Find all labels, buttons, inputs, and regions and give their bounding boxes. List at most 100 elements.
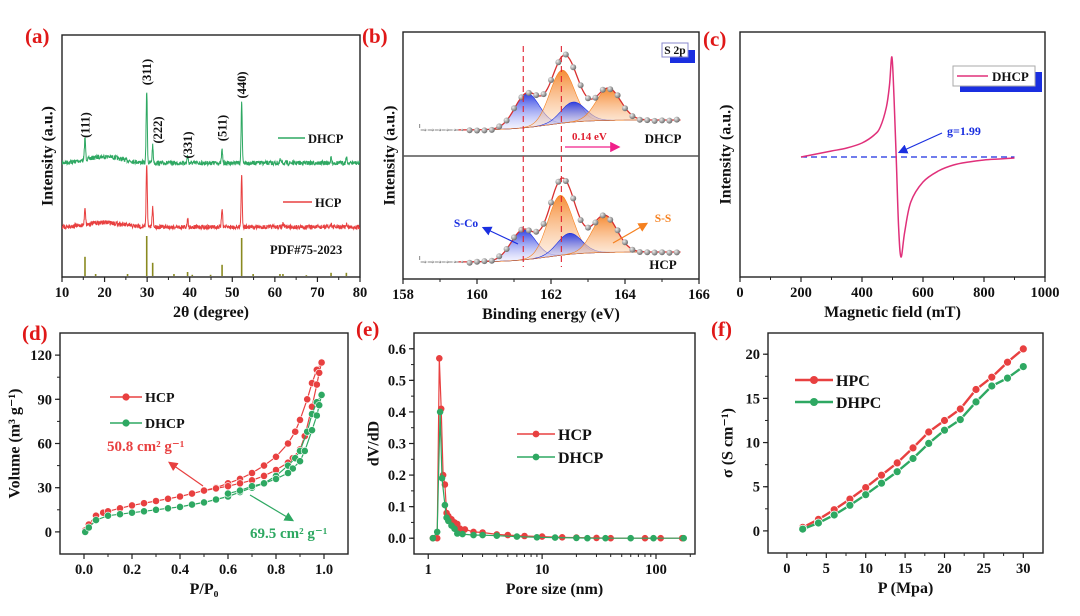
- y-axis-title: σ (S cm⁻¹): [720, 408, 737, 478]
- xps-data-point: [673, 116, 680, 123]
- y-tick-label: 0.5: [388, 373, 406, 389]
- xps-data-point: [424, 128, 427, 132]
- psd-point: [513, 533, 521, 540]
- xps-data-point: [666, 117, 673, 124]
- fit-envelope: [458, 177, 681, 263]
- isotherm-point: [303, 395, 312, 404]
- reference-label: PDF#75-2023: [270, 243, 342, 257]
- sample-label-hcp: HCP: [649, 257, 677, 272]
- shift-annotation: 0.14 eV: [572, 131, 607, 143]
- y-axis-title: Volume (m³ g⁻¹): [7, 389, 24, 499]
- xps-data-point: [548, 77, 554, 83]
- x-tick-label: 30: [140, 285, 155, 301]
- psd-point: [441, 501, 449, 509]
- y-axis-title: Intensity (a.u.): [40, 106, 57, 206]
- isotherm-point: [312, 411, 321, 420]
- panel-label: (e): [356, 317, 379, 341]
- xps-data-point: [644, 117, 651, 124]
- x-tick-label: 166: [688, 287, 710, 303]
- s-co-arrow-icon: [481, 226, 519, 245]
- conductivity-point: [877, 470, 886, 480]
- xps-data-point: [446, 128, 449, 132]
- psd-point: [470, 531, 477, 539]
- xps-data-point: [629, 113, 636, 120]
- isotherm-point: [212, 495, 220, 504]
- xps-data-point: [555, 178, 562, 185]
- peak-label: (331): [181, 131, 195, 158]
- surface-area-dhcp: 69.5 cm² g⁻¹: [250, 526, 327, 542]
- x-axis-title: P/P₀: [190, 581, 219, 598]
- psd-point: [493, 532, 501, 539]
- isotherm-point: [248, 482, 256, 491]
- conductivity-point: [877, 478, 886, 488]
- legend-label-dhcp: DHCP: [558, 450, 604, 467]
- psd-point: [504, 531, 512, 539]
- legend-marker: [122, 393, 130, 401]
- xps-data-point: [540, 91, 547, 98]
- isotherm-point: [248, 469, 256, 477]
- x-tick-label: 5: [823, 561, 830, 577]
- isotherm-point: [176, 492, 184, 501]
- xps-data-point: [592, 219, 599, 226]
- x-tick-label: 40: [182, 285, 197, 301]
- s-s-arrow-icon: [612, 222, 649, 244]
- isotherm-point: [312, 380, 321, 389]
- x-tick-label: 0.8: [267, 562, 285, 578]
- y-tick-label: 0.6: [388, 342, 406, 358]
- xps-data-point: [644, 249, 651, 256]
- epr-line-dhcp: [800, 56, 1015, 258]
- xps-data-point: [438, 260, 442, 264]
- xps-data-point: [424, 260, 427, 264]
- x-tick-label: 10: [55, 285, 70, 301]
- isotherm-point: [188, 500, 196, 509]
- xps-data-point: [503, 246, 510, 252]
- conductivity-point: [987, 381, 997, 391]
- conductivity-point: [987, 372, 997, 382]
- isotherm-point: [291, 427, 300, 436]
- isotherm-point: [272, 452, 280, 461]
- isotherm-point: [296, 415, 304, 424]
- psd-point: [454, 530, 461, 537]
- conductivity-point: [1018, 344, 1028, 354]
- isotherm-point: [260, 461, 268, 470]
- x-tick-label: 400: [851, 285, 873, 301]
- legend-box: [952, 65, 1036, 87]
- x-tick-label: 15: [898, 561, 913, 577]
- legend-label-hcp: HCP: [315, 196, 342, 210]
- xps-data-point: [511, 105, 517, 112]
- annotation-arrow-dhcp-icon: [249, 494, 295, 522]
- psd-point: [533, 534, 541, 541]
- legend-label-hpc: HPC: [836, 373, 870, 390]
- psd-point: [459, 530, 466, 538]
- y-tick-label: 5: [753, 480, 760, 496]
- x-tick-label: 10: [535, 562, 550, 578]
- conductivity-point: [908, 443, 918, 453]
- psd-point: [451, 525, 458, 532]
- component-label-s-co: S-Co: [454, 218, 479, 230]
- xps-data-point: [431, 260, 434, 264]
- conductivity-point: [1003, 357, 1012, 367]
- psd-point: [521, 532, 528, 540]
- x-tick-label: 158: [392, 287, 414, 303]
- conductivity-point: [861, 490, 871, 500]
- psd-point: [479, 531, 486, 539]
- xps-data-point: [659, 117, 665, 124]
- x-tick-label: 20: [937, 561, 952, 577]
- isotherm-point: [84, 523, 93, 532]
- x-tick-label: 70: [310, 285, 325, 301]
- y-axis-title: dV/dD: [366, 421, 383, 466]
- xps-data-point: [466, 127, 473, 134]
- isotherm-point: [152, 497, 160, 505]
- isotherm-point: [116, 510, 124, 519]
- xps-data-point: [607, 216, 614, 223]
- y-tick-label: 120: [30, 348, 52, 364]
- fit-envelope: [458, 54, 681, 131]
- conductivity-point: [924, 438, 934, 448]
- xps-data-point: [481, 258, 488, 265]
- x-tick-label: 30: [1016, 561, 1031, 577]
- xrd-line-hcp: [62, 165, 360, 231]
- xps-data-point: [481, 127, 488, 134]
- conductivity-point: [971, 397, 981, 407]
- y-tick-label: 90: [38, 392, 53, 408]
- isotherm-point: [284, 469, 292, 477]
